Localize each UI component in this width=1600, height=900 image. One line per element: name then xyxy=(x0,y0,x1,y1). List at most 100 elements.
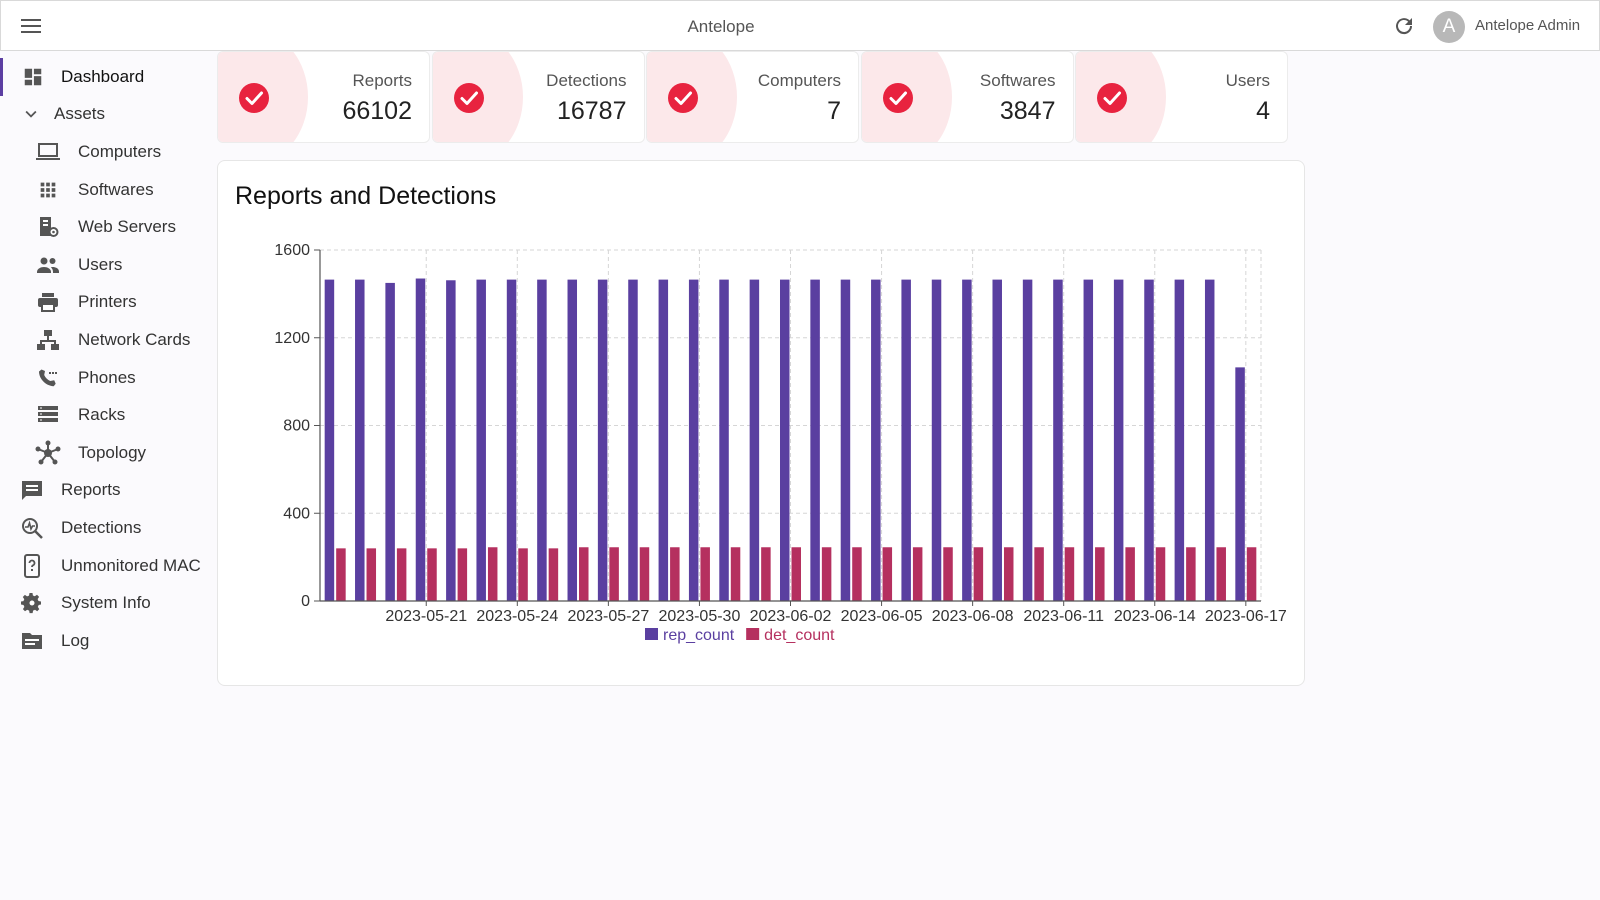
dashboard-icon xyxy=(20,64,46,90)
bar-rep_count xyxy=(1204,279,1215,601)
x-tick-label: 2023-05-24 xyxy=(476,608,558,625)
bar-det_count xyxy=(396,548,407,601)
sidebar-item-label: Assets xyxy=(54,104,106,124)
y-tick-label: 1600 xyxy=(274,242,310,259)
bar-det_count xyxy=(912,547,923,601)
bar-det_count xyxy=(791,547,801,601)
sidebar-item-softwares[interactable]: Softwares xyxy=(0,171,210,209)
bar-det_count xyxy=(548,548,559,601)
chevron-down-icon xyxy=(18,101,44,127)
sidebar-item-users[interactable]: Users xyxy=(0,246,210,284)
bar-rep_count xyxy=(537,279,547,601)
sidebar-item-label: Phones xyxy=(78,367,136,387)
apps-grid-icon xyxy=(35,177,61,203)
sidebar-item-label: Log xyxy=(61,630,90,650)
legend-swatch-rep_count xyxy=(645,628,658,640)
y-tick-label: 0 xyxy=(301,593,310,610)
bar-det_count xyxy=(1155,547,1166,601)
bar-det_count xyxy=(670,547,680,601)
bar-rep_count xyxy=(628,279,638,601)
bar-det_count xyxy=(639,547,650,601)
bar-rep_count xyxy=(719,279,729,601)
bar-rep_count xyxy=(597,279,608,601)
sidebar-item-label: Printers xyxy=(78,292,137,312)
sidebar-item-label: Computers xyxy=(78,141,162,161)
bar-det_count xyxy=(1064,547,1075,601)
check-circle-icon xyxy=(667,82,699,114)
avatar[interactable]: A xyxy=(1433,11,1465,43)
bar-det_count xyxy=(427,548,437,601)
sidebar-item-label: Dashboard xyxy=(61,66,145,86)
user-name[interactable]: Antelope Admin xyxy=(1475,17,1581,34)
stat-card-softwares[interactable]: Softwares 3847 xyxy=(860,51,1074,143)
bar-rep_count xyxy=(1053,279,1063,601)
menu-icon[interactable] xyxy=(19,15,43,37)
app-title: Antelope xyxy=(687,17,755,36)
bar-rep_count xyxy=(1174,279,1185,601)
reports-icon xyxy=(19,477,45,503)
sidebar-item-phones[interactable]: Phones xyxy=(0,359,210,397)
sidebar-item-system-info[interactable]: System Info xyxy=(0,584,210,622)
bar-det_count xyxy=(1216,547,1226,601)
sidebar-item-reports[interactable]: Reports xyxy=(0,472,210,510)
sidebar-item-label: Softwares xyxy=(78,179,154,199)
stat-card-value: 4 xyxy=(1256,97,1270,125)
printer-icon xyxy=(35,289,61,315)
bar-rep_count xyxy=(1113,279,1124,601)
sidebar-item-assets[interactable]: Assets xyxy=(0,96,210,134)
stat-card-label: Detections xyxy=(546,71,627,90)
detections-icon xyxy=(19,515,45,541)
bar-rep_count xyxy=(992,279,1002,601)
bar-det_count xyxy=(1246,547,1257,601)
bar-rep_count xyxy=(1083,279,1094,601)
panel-title: Reports and Detections xyxy=(235,182,497,210)
check-circle-icon xyxy=(882,82,914,114)
sidebar-item-computers[interactable]: Computers xyxy=(0,133,210,171)
stat-card-computers[interactable]: Computers 7 xyxy=(646,51,859,143)
stat-card-detections[interactable]: Detections 16787 xyxy=(431,51,645,143)
sidebar-item-label: Topology xyxy=(78,442,147,462)
legend-label-det_count: det_count xyxy=(764,627,835,644)
sidebar-item-label: Reports xyxy=(61,480,121,500)
bar-det_count xyxy=(1003,547,1014,601)
unmonitored-device-icon xyxy=(19,553,45,579)
bar-rep_count xyxy=(324,279,335,601)
sidebar-item-dashboard[interactable]: Dashboard xyxy=(0,58,210,96)
bar-rep_count xyxy=(931,279,942,601)
y-tick-label: 1200 xyxy=(274,330,310,347)
bar-det_count xyxy=(1034,547,1044,601)
sidebar-item-network-cards[interactable]: Network Cards xyxy=(0,321,210,359)
bar-rep_count xyxy=(1235,367,1245,601)
bar-rep_count xyxy=(962,279,972,601)
bar-rep_count xyxy=(476,279,486,601)
x-tick-label: 2023-05-30 xyxy=(659,608,741,625)
y-tick-label: 800 xyxy=(283,418,310,435)
stat-card-label: Softwares xyxy=(979,71,1056,90)
top-app-bar: Antelope A Antelope Admin xyxy=(0,0,1600,51)
y-tick-label: 400 xyxy=(283,505,310,522)
stat-card-users[interactable]: Users 4 xyxy=(1075,51,1288,143)
sidebar-item-log[interactable]: Log xyxy=(0,622,210,660)
bar-rep_count xyxy=(688,279,699,601)
refresh-icon[interactable] xyxy=(1392,14,1416,38)
bar-det_count xyxy=(943,547,953,601)
bar-det_count xyxy=(579,547,589,601)
sidebar-item-printers[interactable]: Printers xyxy=(0,284,210,322)
sidebar-item-detections[interactable]: Detections xyxy=(0,509,210,547)
legend-label-rep_count: rep_count xyxy=(663,627,735,644)
x-tick-label: 2023-06-11 xyxy=(1023,608,1104,625)
stat-card-value: 66102 xyxy=(342,97,412,125)
folder-icon xyxy=(19,628,45,654)
x-tick-label: 2023-06-17 xyxy=(1205,608,1287,625)
stat-card-reports[interactable]: Reports 66102 xyxy=(217,51,430,143)
bar-rep_count xyxy=(415,278,426,601)
sidebar-item-web-servers[interactable]: Web Servers xyxy=(0,208,210,246)
bar-det_count xyxy=(336,548,346,601)
sidebar-item-unmonitored-mac[interactable]: Unmonitored MAC xyxy=(0,547,210,585)
sidebar-item-racks[interactable]: Racks xyxy=(0,396,210,434)
sidebar-item-label: Web Servers xyxy=(78,217,176,237)
bar-rep_count xyxy=(749,279,760,601)
x-tick-label: 2023-06-08 xyxy=(932,608,1014,625)
web-server-icon xyxy=(35,214,61,240)
sidebar-item-topology[interactable]: Topology xyxy=(0,434,210,472)
